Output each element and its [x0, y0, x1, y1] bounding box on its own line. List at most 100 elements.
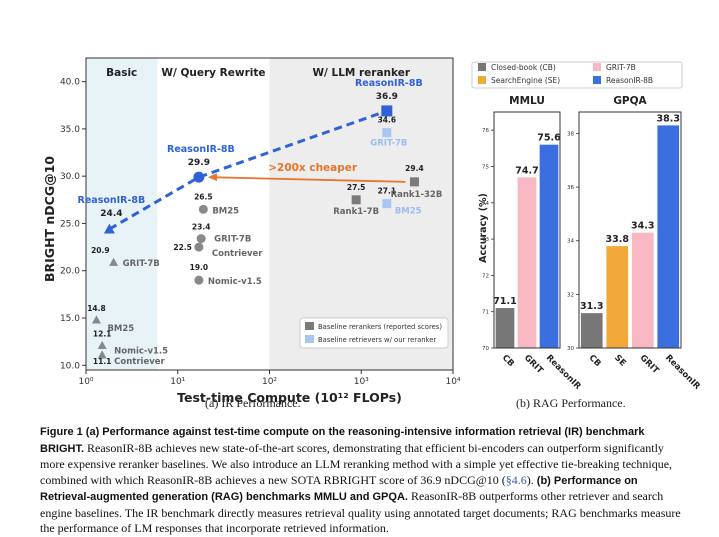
x-tick-label: 10² [262, 377, 277, 387]
legend-box [471, 61, 683, 89]
y-tick-label: 38 [567, 131, 574, 137]
caption-a-text: ReasonIR-8B achieves new state-of-the-ar… [40, 440, 673, 487]
point-value-label: 34.6 [378, 116, 397, 125]
legend-label: ReasonIR-8B [606, 76, 653, 85]
plot-frame [493, 111, 561, 349]
annotation-arrowhead [207, 173, 217, 182]
point-value-label: 20.9 [91, 246, 110, 255]
annotation-label: >200x cheaper [268, 162, 358, 174]
point-name-label: BM25 [395, 207, 422, 217]
point-value-label: 19.0 [190, 263, 209, 272]
figure-caption: Figure 1 (a) Performance against test-ti… [40, 426, 681, 535]
legend-label: Baseline retrievers w/ our reranker [318, 336, 436, 344]
point-name-label: ReasonIR-8B [355, 78, 423, 89]
y-tick-label: 73 [482, 237, 489, 243]
y-tick-label: 30.0 [60, 172, 80, 182]
y-tick-label: 71 [482, 310, 489, 316]
point-value-label: 29.9 [188, 158, 210, 168]
x-tick-label: CB [587, 353, 603, 369]
y-tick-label: 32 [567, 292, 574, 298]
plot-frame [578, 111, 682, 349]
y-tick-label: 35.0 [60, 125, 80, 135]
bar [657, 125, 680, 348]
point-value-label: 27.5 [347, 183, 366, 192]
y-tick-label: 72 [482, 273, 489, 279]
legend-label: GRIT-7B [606, 63, 636, 72]
x-tick-label: SE [612, 353, 628, 369]
rag-performance-chart: Closed-book (CB) GRIT-7B SearchEngine (SE)… [471, 61, 702, 392]
bar [495, 308, 515, 348]
x-tick-label: 10⁰ [78, 377, 93, 387]
bar [580, 313, 603, 348]
data-point [91, 315, 101, 324]
y-tick-label: 74 [482, 201, 489, 207]
trend-line [108, 109, 388, 231]
region-label: Basic [106, 67, 137, 79]
legend-swatch [478, 76, 486, 84]
bar [539, 144, 559, 348]
legend-label: SearchEngine (SE) [491, 76, 560, 85]
legend-label: Baseline rerankers (reported scores) [318, 323, 442, 331]
y-axis-label: Accuracy (%) [478, 193, 489, 263]
bar-value-label: 38.3 [657, 113, 680, 124]
point-value-label: 29.4 [405, 164, 424, 173]
x-tick-label: GRIT [522, 353, 545, 376]
annotation-arrow [215, 176, 406, 183]
x-tick-label: ReasonIR [544, 353, 583, 392]
data-point [381, 105, 393, 117]
data-point [194, 275, 204, 285]
point-value-label: 22.5 [173, 243, 192, 252]
data-point [194, 242, 204, 252]
region-label: W/ LLM reranker [312, 67, 410, 79]
y-tick-label: 25.0 [60, 219, 80, 229]
y-tick-label: 76 [482, 128, 489, 134]
point-value-label: 12.1 [93, 329, 112, 338]
point-name-label: Contriever [114, 357, 165, 367]
legend-swatch [593, 63, 601, 71]
point-name-label: Nomic-v1.5 [208, 277, 262, 287]
section-ref-link[interactable]: §4.6 [505, 472, 527, 487]
x-tick-label: ReasonIR [663, 353, 702, 392]
y-tick-label: 40.0 [60, 78, 80, 88]
data-point [382, 128, 392, 138]
point-name-label: Rank1-7B [333, 207, 379, 217]
legend-swatch [478, 63, 486, 71]
x-axis-label: Test-time Compute (10¹² FLOPs) [177, 390, 402, 405]
bar-value-label: 74.7 [515, 165, 538, 176]
point-name-label: GRIT-7B [214, 235, 251, 245]
point-value-label: 26.5 [194, 192, 213, 201]
y-tick-label: 15.0 [60, 314, 80, 324]
legend-label: Closed-book (CB) [491, 63, 556, 72]
x-tick-label: 10¹ [170, 377, 185, 387]
bar [517, 177, 537, 348]
point-value-label: 27.1 [378, 187, 397, 196]
bar-value-label: 31.3 [580, 301, 603, 312]
x-tick-label: 10⁴ [445, 377, 460, 387]
point-name-label: GRIT-7B [370, 139, 407, 149]
point-name-label: Rank1-32B [391, 190, 443, 200]
bar [606, 246, 629, 348]
panel-title: GPQA [613, 95, 647, 107]
point-name-label: BM25 [212, 206, 239, 216]
x-tick-label: GRIT [638, 353, 661, 376]
bar-value-label: 34.3 [631, 221, 654, 232]
caption-a-title: (a) Performance against test-time comput… [40, 426, 645, 455]
data-point [103, 223, 115, 234]
legend-swatch [305, 322, 314, 330]
y-tick-label: 36 [567, 185, 574, 191]
point-name-label: BM25 [107, 324, 134, 334]
point-name-label: ReasonIR-8B [167, 144, 235, 155]
bar-value-label: 71.1 [493, 296, 516, 307]
data-point [382, 199, 392, 209]
point-value-label: 36.9 [376, 92, 398, 102]
figure-label: Figure 1 [40, 426, 83, 438]
data-point [196, 234, 206, 244]
y-tick-label: 10.0 [60, 361, 80, 371]
y-axis-label: BRIGHT nDCG@10 [42, 156, 57, 282]
point-name-label: Contriever [212, 249, 263, 259]
point-value-label: 11.1 [93, 357, 112, 366]
y-tick-label: 30 [567, 346, 574, 352]
region-band [157, 58, 270, 370]
data-point [97, 350, 107, 359]
